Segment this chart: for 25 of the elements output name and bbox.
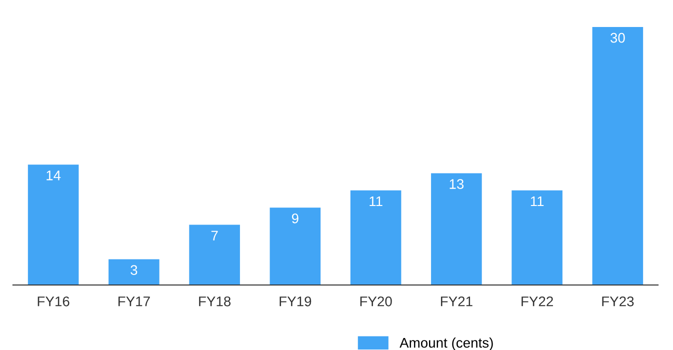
data-label: 7 bbox=[211, 230, 218, 240]
x-tick-label: FY19 bbox=[280, 296, 312, 306]
bar bbox=[108, 259, 160, 285]
x-tick-label: FY17 bbox=[118, 296, 150, 306]
bar bbox=[512, 190, 562, 285]
data-label: 11 bbox=[530, 196, 544, 206]
bar bbox=[350, 190, 402, 285]
x-tick-label: FY20 bbox=[360, 296, 392, 306]
x-tick-label: FY22 bbox=[522, 296, 553, 306]
data-label: 11 bbox=[370, 196, 382, 206]
legend-label: Amount (cents) bbox=[400, 338, 493, 350]
data-label: 9 bbox=[292, 214, 298, 224]
bar bbox=[592, 27, 644, 285]
data-label: 14 bbox=[46, 170, 61, 180]
x-tick-label: FY16 bbox=[38, 296, 70, 306]
x-tick-label: FY21 bbox=[440, 296, 472, 306]
bar bbox=[28, 164, 79, 285]
bar bbox=[189, 224, 240, 285]
data-label: 13 bbox=[450, 179, 464, 189]
bar bbox=[431, 173, 482, 285]
data-label: 3 bbox=[130, 265, 138, 275]
x-tick-label: FY23 bbox=[602, 296, 634, 306]
bar bbox=[270, 208, 321, 285]
x-tick-label: FY18 bbox=[199, 296, 231, 306]
data-label: 30 bbox=[610, 32, 625, 43]
